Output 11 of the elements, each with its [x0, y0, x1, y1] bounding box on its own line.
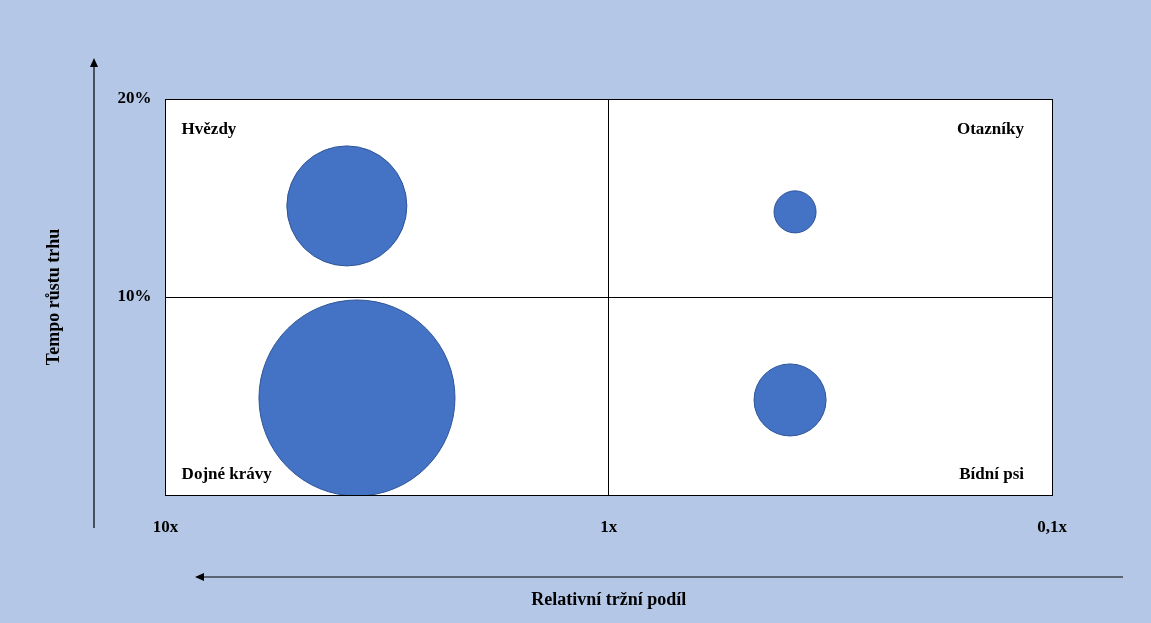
x-tick-label: 10x: [152, 516, 179, 536]
y-tick-label: 20%: [117, 88, 152, 108]
y-tick-label: 10%: [117, 286, 152, 306]
x-tick-label: 1x: [600, 516, 618, 536]
annotation: Bídní psi: [959, 463, 1025, 483]
annotation: Hvězdy: [181, 118, 237, 138]
annotation: Otazníky: [956, 118, 1025, 138]
x-axis-title: Relativní tržní podíl: [531, 588, 687, 609]
y-axis-title: Tempo růstu trhu: [43, 228, 64, 366]
x-tick-label: 0,1x: [1037, 516, 1068, 536]
annotation: Dojné krávy: [181, 463, 273, 483]
